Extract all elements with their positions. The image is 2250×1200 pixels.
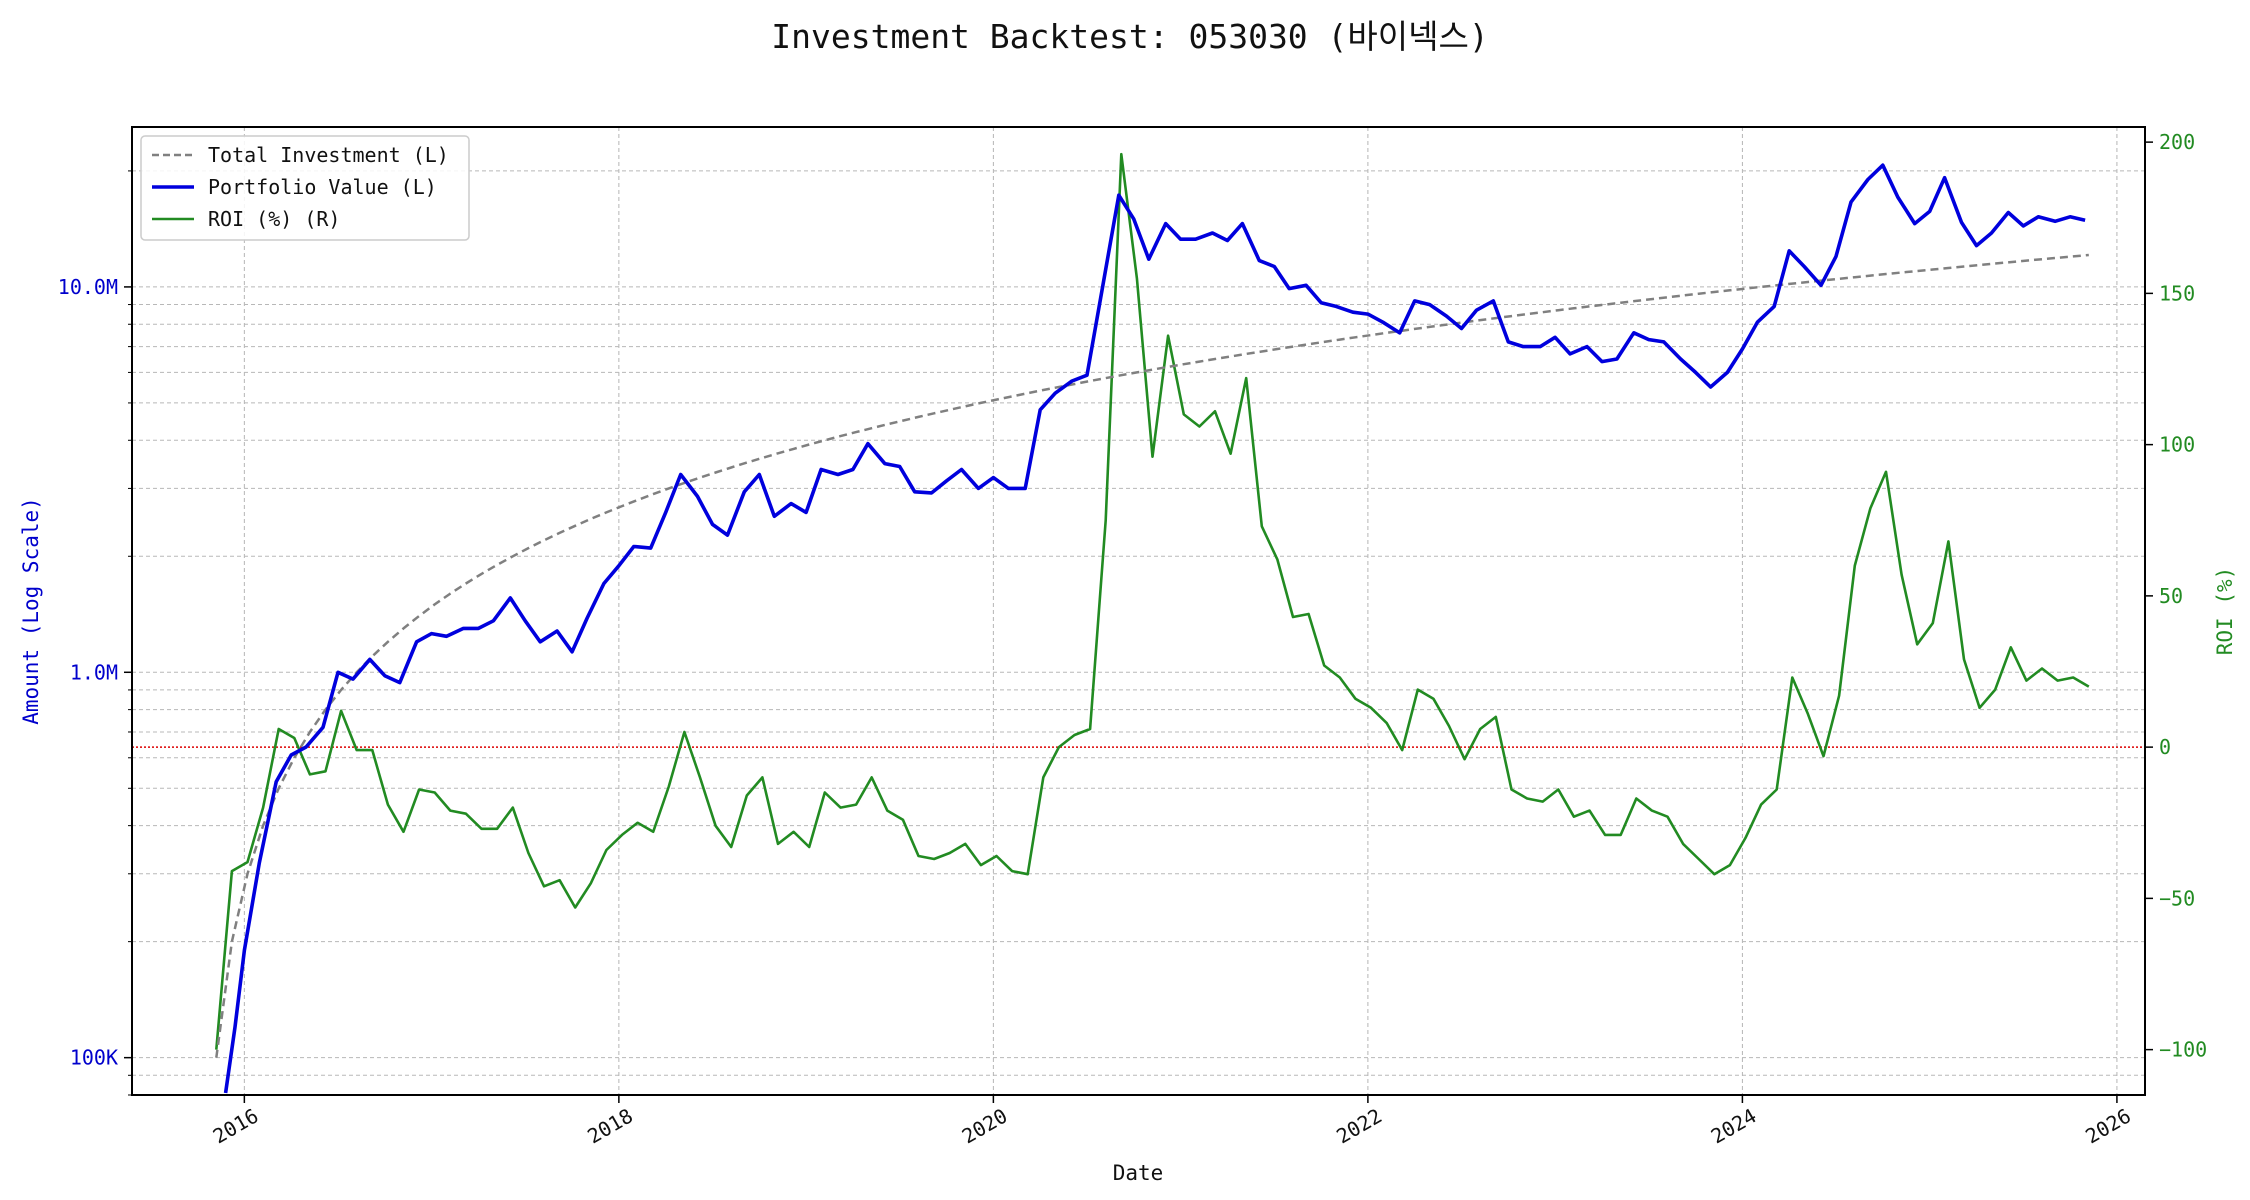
x-tick-label: 2026 (2081, 1104, 2135, 1149)
chart-title: Investment Backtest: 053030 (바이넥스) (771, 17, 1488, 56)
right-y-axis-label: ROI (%) (2213, 567, 2237, 656)
legend-label-total-investment: Total Investment (L) (208, 143, 449, 167)
right-tick-label: 0 (2159, 735, 2171, 759)
x-axis: 2016 2018 2020 2022 2024 2026 (209, 1095, 2135, 1148)
right-tick-label: 100 (2159, 433, 2195, 457)
left-tick-label: 1.0M (70, 660, 118, 684)
right-tick-label: −100 (2159, 1038, 2207, 1062)
grid-lines (132, 127, 2145, 1096)
legend-box (140, 135, 470, 241)
series-portfolio-value (223, 163, 2086, 1094)
x-tick-label: 2024 (1707, 1104, 1761, 1149)
x-tick-label: 2016 (209, 1104, 263, 1149)
series-roi (215, 152, 2090, 1050)
plot-frame (131, 126, 2146, 1096)
right-tick-label: 50 (2159, 584, 2183, 608)
legend-label-roi: ROI (%) (R) (208, 207, 340, 231)
x-tick-label: 2018 (583, 1104, 637, 1149)
right-tick-label: 200 (2159, 130, 2195, 154)
left-tick-label: 10.0M (58, 275, 118, 299)
right-tick-label: −50 (2159, 886, 2195, 910)
left-y-axis-label: Amount (Log Scale) (19, 497, 43, 725)
series-total-investment (215, 253, 2089, 1058)
left-tick-label: 100K (70, 1046, 118, 1070)
series-layer (215, 152, 2090, 1094)
x-tick-label: 2020 (958, 1104, 1012, 1149)
x-axis-label: Date (1113, 1161, 1164, 1185)
right-y-axis: −100 −50 0 50 100 150 200 (2145, 130, 2207, 1062)
x-tick-label: 2022 (1332, 1104, 1386, 1149)
right-tick-label: 150 (2159, 281, 2195, 305)
left-y-axis: 100K 1.0M 10.0M (58, 170, 132, 1096)
legend-label-portfolio-value: Portfolio Value (L) (208, 175, 437, 199)
legend: Total Investment (L) Portfolio Value (L)… (140, 135, 470, 241)
